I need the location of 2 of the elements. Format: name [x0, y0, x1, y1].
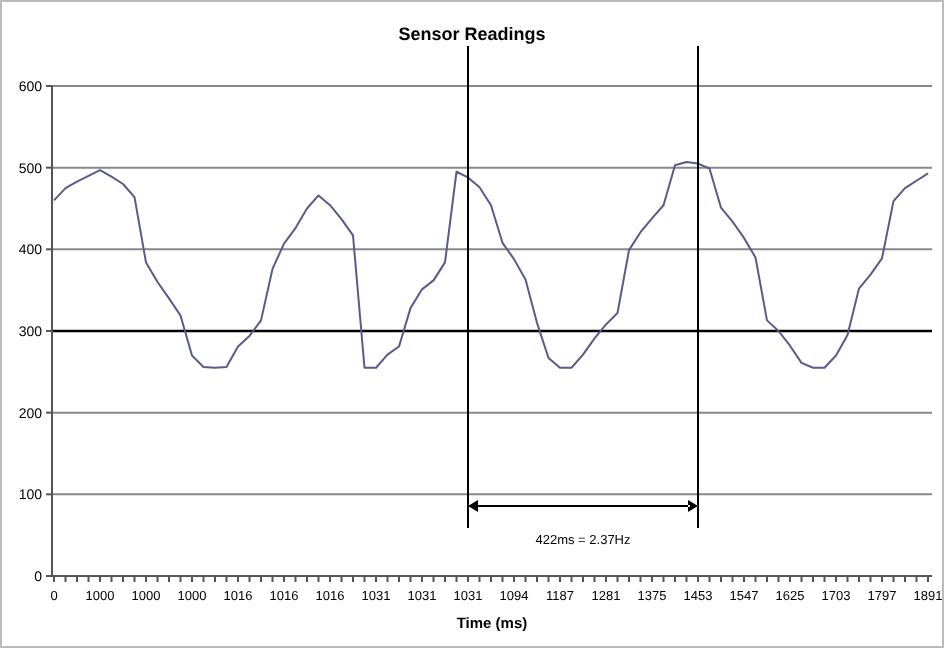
chart-title: Sensor Readings	[398, 24, 546, 44]
line-series	[53, 160, 929, 369]
